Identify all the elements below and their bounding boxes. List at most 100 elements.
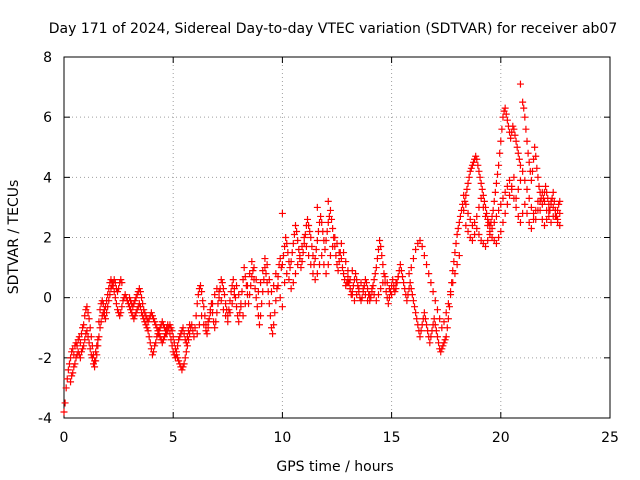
data-point [276,294,284,302]
data-point [126,294,134,302]
data-point [236,309,244,317]
data-point [69,369,77,377]
data-point [455,218,463,226]
data-point [318,218,326,226]
data-point [171,354,179,362]
data-point [371,270,379,278]
data-point [447,288,455,296]
data-point [495,161,503,169]
data-point [378,252,386,260]
data-point [76,354,84,362]
data-point [81,336,89,344]
data-point [183,342,191,350]
data-point [403,297,411,305]
data-point [231,294,239,302]
data-point [250,264,258,272]
data-point [199,297,207,305]
data-point [304,215,312,223]
data-point [167,336,175,344]
data-point [540,221,548,229]
data-point [492,240,500,248]
data-point [549,188,557,196]
data-point [337,240,345,248]
data-point [289,279,297,287]
data-point [83,327,91,335]
data-point [317,212,325,220]
data-point [139,300,147,308]
chart-title: Day 171 of 2024, Sidereal Day-to-day VTE… [49,21,618,37]
data-point [358,294,366,302]
data-point [313,270,321,278]
data-point [497,137,505,145]
data-point [237,303,245,311]
data-point [353,291,361,299]
data-point [482,212,490,220]
data-point [503,200,511,208]
data-point [506,176,514,184]
data-point [514,212,522,220]
data-point [61,399,69,407]
data-point [301,230,309,238]
data-point [227,288,235,296]
data-point [456,212,464,220]
data-point [145,333,153,341]
data-point [103,309,111,317]
data-point [83,303,91,311]
data-point [445,303,453,311]
data-point [462,200,470,208]
data-point [108,282,116,290]
data-point [389,276,397,284]
data-point [326,252,334,260]
data-point [344,279,352,287]
data-point [453,261,461,269]
data-point [400,279,408,287]
data-point [95,333,103,341]
data-point [248,258,256,266]
data-point [409,297,417,305]
data-point [281,279,289,287]
data-point [329,243,337,251]
data-point [423,321,431,329]
data-point [516,161,524,169]
data-point [289,240,297,248]
data-point [60,408,68,416]
data-point [174,342,182,350]
data-point [321,246,329,254]
data-point [393,279,401,287]
data-point [150,348,158,356]
data-point [436,315,444,323]
data-point [279,252,287,260]
data-point [359,285,367,293]
data-point [464,209,472,217]
data-point [306,227,314,235]
data-point [492,179,500,187]
data-point [374,291,382,299]
data-point [79,345,87,353]
data-point [217,297,225,305]
data-point [444,300,452,308]
data-point [166,330,174,338]
data-point [426,339,434,347]
data-point [373,255,381,263]
x-tick-label: 25 [601,430,619,446]
data-point [67,378,75,386]
data-point [483,209,491,217]
data-point [217,276,225,284]
data-point [152,321,160,329]
data-point [352,270,360,278]
data-point [408,291,416,299]
data-point [499,194,507,202]
data-point [135,285,143,293]
data-point [464,179,472,187]
data-point [271,309,279,317]
data-point [312,246,320,254]
data-point [547,218,555,226]
data-point [368,285,376,293]
data-point [377,243,385,251]
data-point [515,155,523,163]
data-point [324,261,332,269]
data-point [531,143,539,151]
data-point [257,312,265,320]
data-point [431,297,439,305]
data-point [380,270,388,278]
